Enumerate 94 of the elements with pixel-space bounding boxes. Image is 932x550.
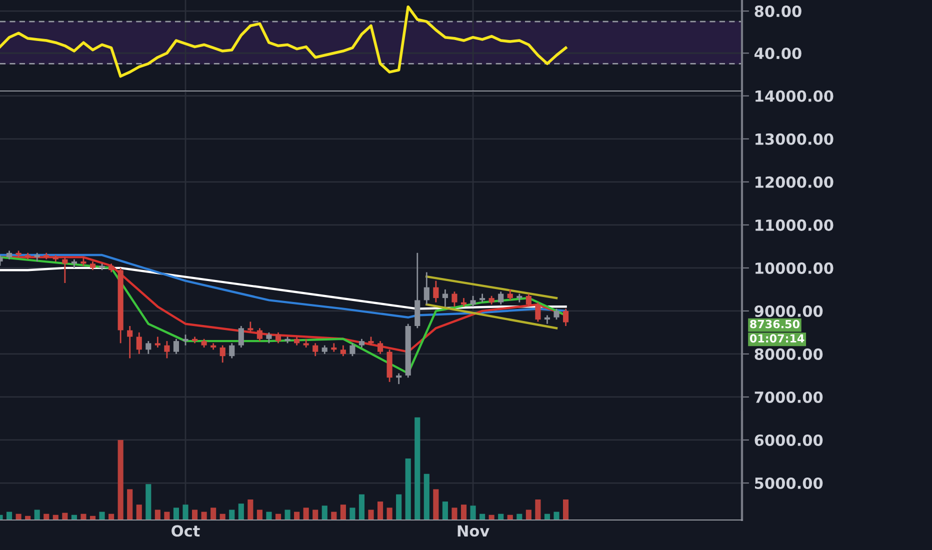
bar <box>331 512 337 520</box>
bar <box>424 474 430 520</box>
candlestick <box>127 325 133 359</box>
candlestick <box>275 332 282 344</box>
candlestick <box>442 288 448 308</box>
bar <box>229 510 235 520</box>
y-tick-label: 8000.00 <box>754 348 823 360</box>
bar <box>358 494 365 520</box>
candlestick <box>312 342 318 357</box>
y-tick-label: 13000.00 <box>756 133 834 145</box>
bar <box>248 499 254 520</box>
bar <box>201 512 207 520</box>
candlestick <box>146 340 152 355</box>
bar <box>442 502 448 520</box>
x-tick-label: Oct <box>172 525 200 537</box>
bar <box>256 510 262 520</box>
x-tick-label: Nov <box>458 525 490 537</box>
bar <box>294 512 300 520</box>
bar <box>146 484 152 520</box>
bar <box>164 512 170 520</box>
candlestick <box>248 321 254 334</box>
candlestick <box>433 280 439 304</box>
candlestick <box>62 256 68 284</box>
bar <box>340 504 346 520</box>
y-tick-label: 5000.00 <box>754 477 823 490</box>
bar <box>34 510 40 520</box>
y-tick-label: 40.00 <box>754 48 802 60</box>
bar <box>405 458 411 520</box>
line-series <box>0 266 567 310</box>
bar <box>554 512 560 520</box>
candlestick <box>526 293 532 308</box>
candlestick <box>562 308 569 327</box>
candlestick <box>154 336 160 348</box>
bar <box>192 510 198 520</box>
bar <box>266 512 272 520</box>
bar <box>322 506 328 520</box>
candlestick <box>452 290 458 308</box>
bar <box>118 440 124 520</box>
y-tick-label: 12000.00 <box>756 176 834 188</box>
candlestick <box>377 340 384 355</box>
candlestick <box>350 342 356 357</box>
candlestick <box>554 308 560 320</box>
bar <box>127 489 133 520</box>
y-tick-label: 80.00 <box>754 6 802 18</box>
bar <box>452 508 458 520</box>
bar <box>210 508 216 520</box>
candlestick <box>266 332 272 344</box>
text: 8736.50 <box>750 320 800 328</box>
y-tick-label: 7000.00 <box>754 391 823 403</box>
candlestick <box>164 340 170 359</box>
candlestick <box>396 372 402 385</box>
bar <box>238 504 244 520</box>
y-tick-label: 10000.00 <box>756 262 834 274</box>
candlestick <box>220 344 226 364</box>
bar <box>433 489 439 520</box>
bar <box>99 512 105 520</box>
bar <box>312 510 318 520</box>
y-tick-label: 6000.00 <box>754 434 823 446</box>
y-tick-label: 9000.00 <box>754 305 823 317</box>
candlestick <box>136 332 142 355</box>
y-tick-label: 11000.00 <box>756 219 834 231</box>
candlestick <box>424 272 430 306</box>
bar <box>414 417 420 520</box>
bar <box>173 508 180 520</box>
bar <box>6 512 12 520</box>
bar <box>80 514 86 520</box>
line-series <box>0 5 568 78</box>
candlestick <box>498 290 504 306</box>
candlestick <box>229 342 235 359</box>
bar <box>284 510 290 520</box>
candlestick <box>507 288 513 301</box>
bar <box>526 510 532 520</box>
bar <box>368 510 374 520</box>
bar <box>386 508 392 520</box>
candlestick <box>340 344 346 357</box>
candlestick <box>535 302 541 322</box>
bar <box>535 499 541 520</box>
candlestick <box>173 338 180 355</box>
bar <box>154 510 160 520</box>
bar <box>460 504 467 520</box>
candlestick <box>256 327 262 342</box>
bar <box>350 508 356 520</box>
bar <box>396 494 402 520</box>
candlestick <box>238 325 244 348</box>
text: 01:07:14 <box>750 334 804 343</box>
bar <box>377 502 384 520</box>
bar <box>182 504 188 520</box>
bar <box>562 499 569 520</box>
candlestick <box>182 334 188 346</box>
bar <box>470 506 476 520</box>
bar <box>136 504 142 520</box>
y-tick-label: 14000.00 <box>756 90 834 102</box>
bar <box>303 508 309 520</box>
candlestick <box>470 295 476 308</box>
